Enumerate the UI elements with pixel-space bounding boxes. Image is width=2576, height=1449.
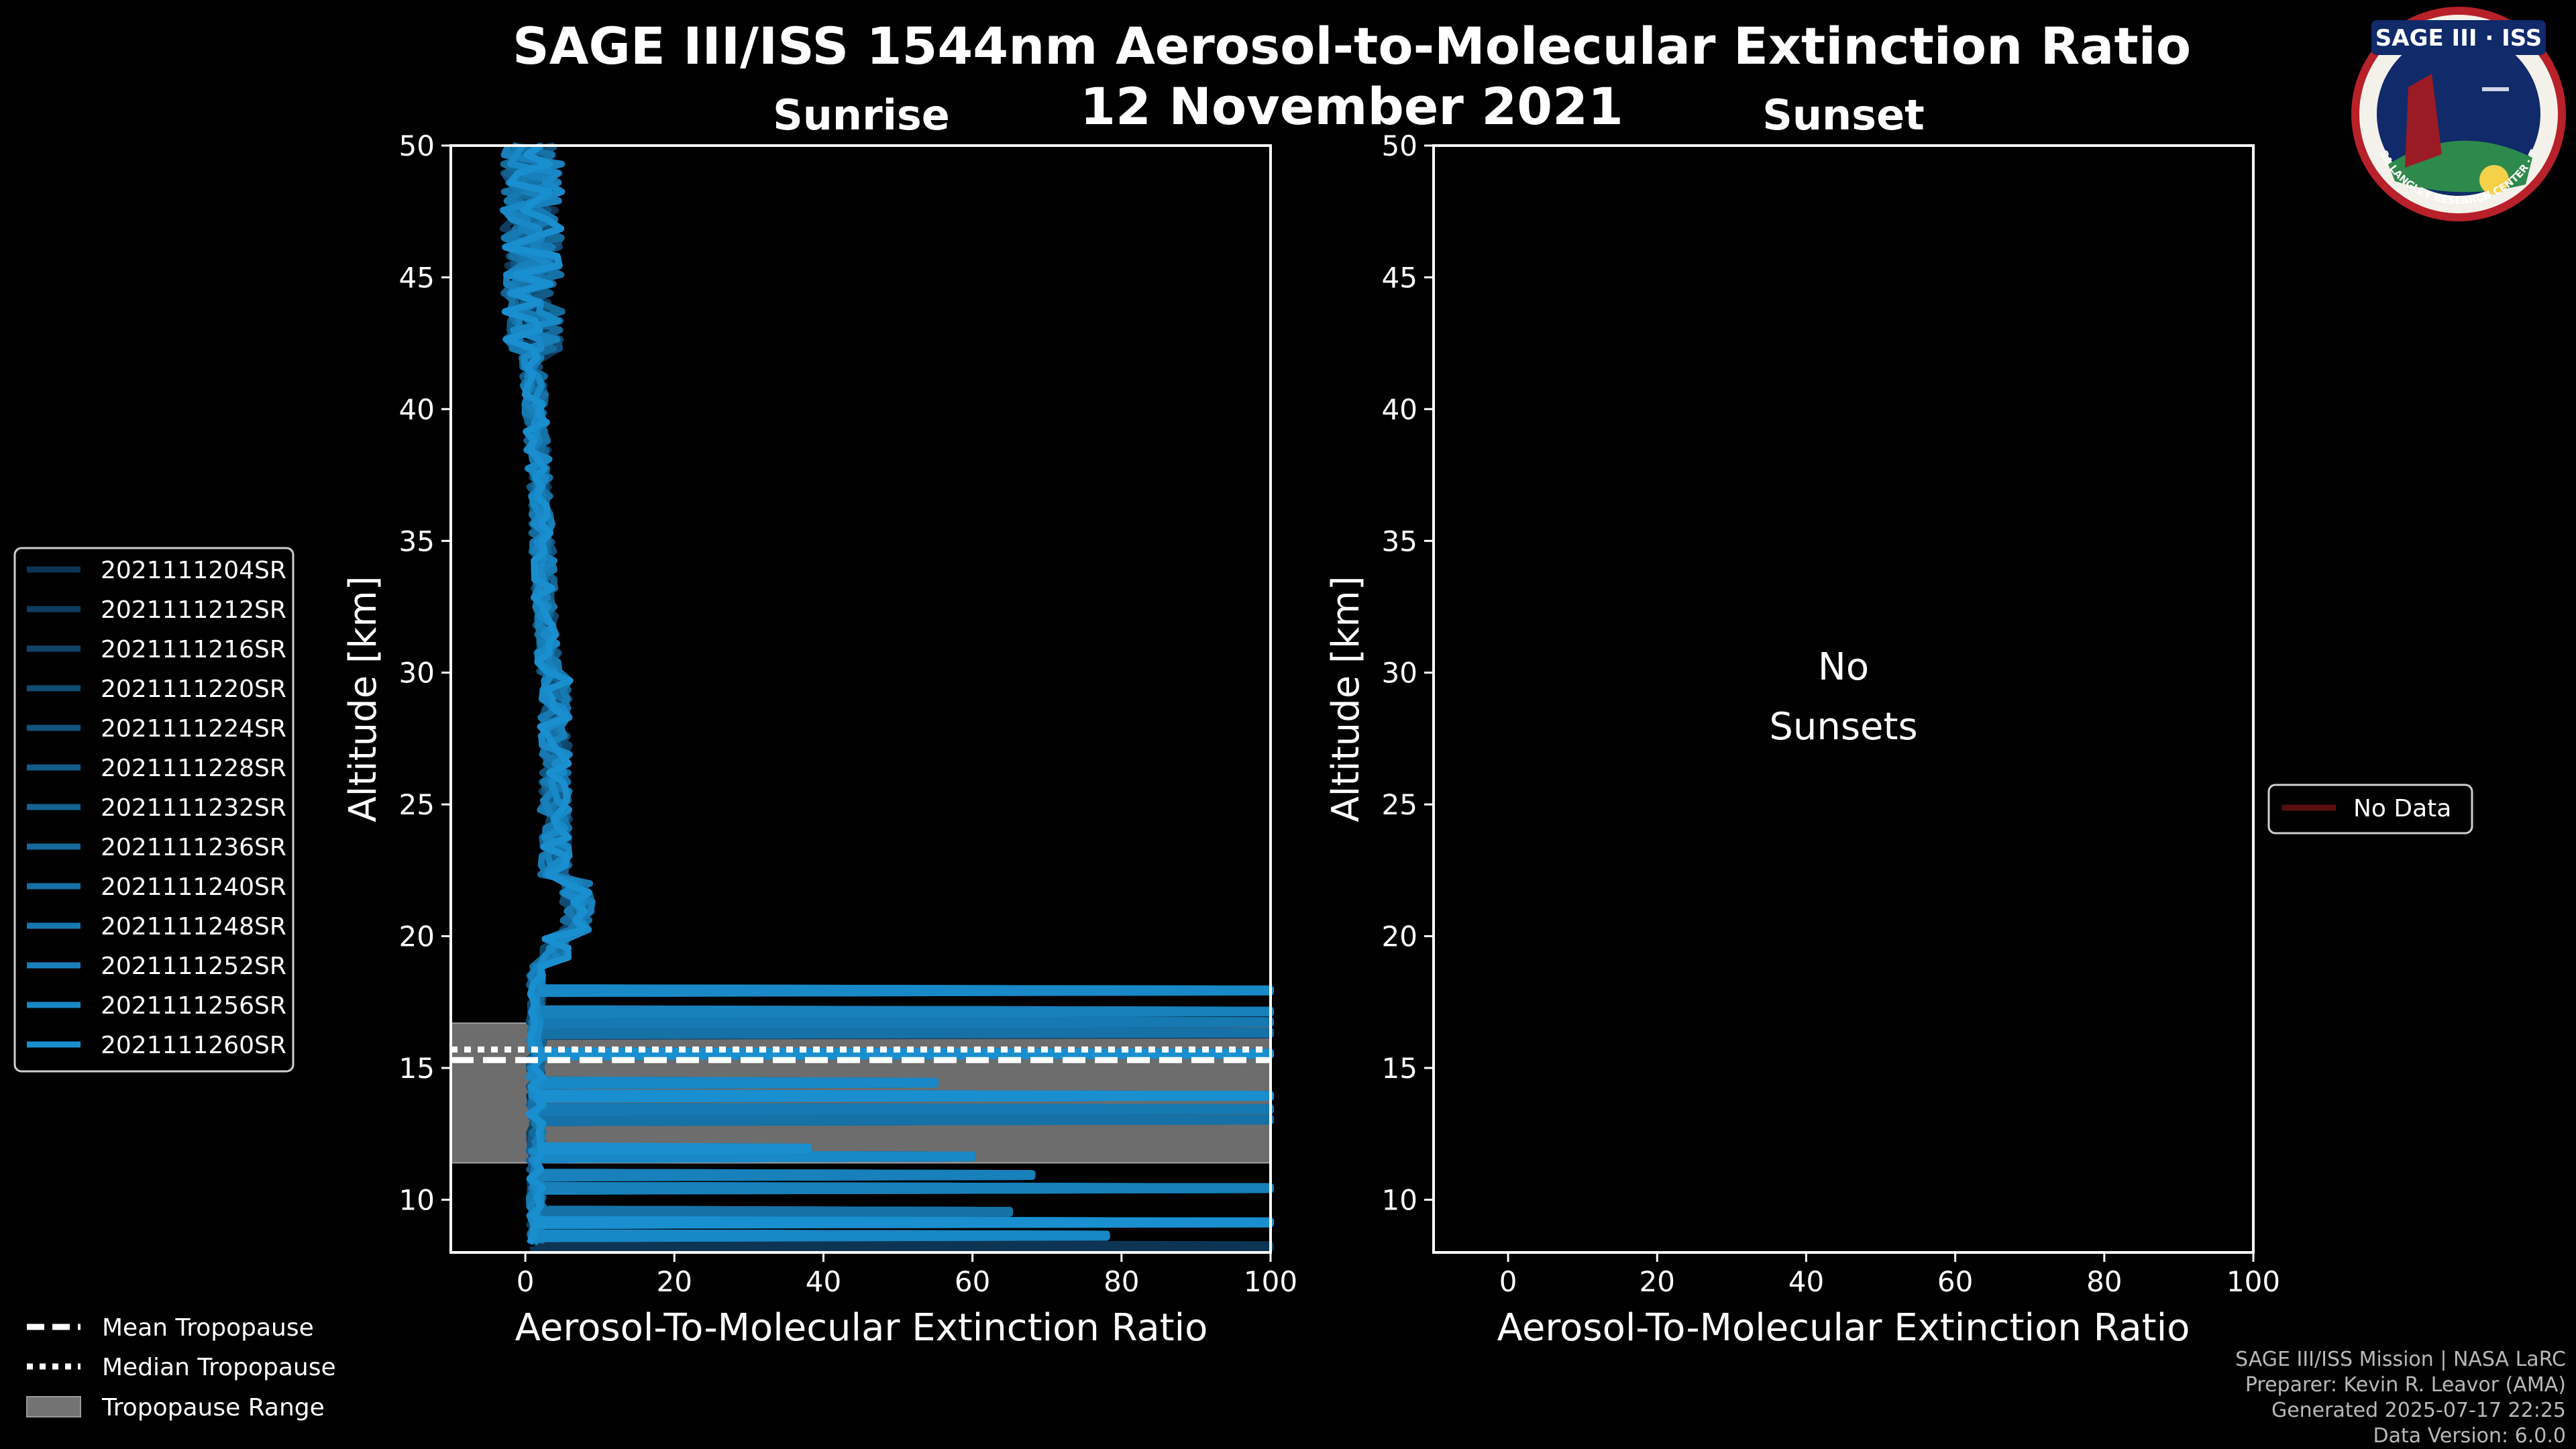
sunrise-y-tick-label: 15 xyxy=(399,1052,435,1085)
sunset-y-tick-label: 15 xyxy=(1382,1052,1417,1085)
sunset-legend-box xyxy=(2267,784,2473,835)
logo-sun xyxy=(2479,165,2509,195)
sunrise-y-tick-label: 10 xyxy=(399,1183,435,1216)
sunset-y-tick-label: 10 xyxy=(1382,1183,1417,1216)
sunset-legend: No Data xyxy=(2267,784,2473,835)
median-tropopause-label: Median Tropopause xyxy=(102,1354,336,1381)
sunrise-y-tick-label: 50 xyxy=(399,129,435,162)
sunset-y-tick-label: 30 xyxy=(1382,657,1417,690)
sunset-x-tick-label: 60 xyxy=(1937,1265,1973,1298)
no-data-label: No Data xyxy=(2353,795,2451,822)
sunrise-y-label: Altitude [km] xyxy=(341,576,385,822)
sunrise-legend: 2021111204SR 2021111212SR 2021111216SR 2021… xyxy=(13,547,294,1073)
sunrise-series xyxy=(499,142,1274,1254)
sunrise-y-ticks: 10 15 20 25 30 35 40 45 50 xyxy=(399,129,451,1216)
sunrise-x-label: Aerosol-To-Molecular Extinction Ratio xyxy=(515,1306,1208,1350)
sunset-y-tick-label: 20 xyxy=(1382,920,1417,953)
sunrise-y-tick-label: 40 xyxy=(399,393,435,426)
sunset-x-label: Aerosol-To-Molecular Extinction Ratio xyxy=(1497,1306,2190,1350)
sunrise-legend-items: 2021111204SR 2021111212SR 2021111216SR 2021… xyxy=(27,557,286,1059)
footer: SAGE III/ISS Mission | NASA LaRC Prepare… xyxy=(2235,1348,2566,1448)
legend-label-2021111240SR: 2021111240SR xyxy=(101,873,286,901)
sunset-y-tick-label: 25 xyxy=(1382,788,1417,821)
legend-label-2021111220SR: 2021111220SR xyxy=(101,676,286,703)
sunrise-y-tick-label: 45 xyxy=(399,261,435,294)
footer-line-1: SAGE III/ISS Mission | NASA LaRC xyxy=(2235,1348,2566,1371)
sunset-y-ticks: 10 15 20 25 30 35 40 45 50 xyxy=(1382,129,1434,1216)
sunset-panel-title: Sunset xyxy=(1762,91,1925,140)
sunset-panel: Sunset 10 15 20 25 30 35 40 45 50 0 20 40 60 80 100 N… xyxy=(1324,91,2280,1350)
tropopause-range-swatch xyxy=(26,1396,81,1417)
legend-label-2021111224SR: 2021111224SR xyxy=(101,715,286,743)
sunrise-x-tick-label: 0 xyxy=(517,1265,535,1298)
tropopause-lines xyxy=(451,1046,1271,1063)
sunset-y-label: Altitude [km] xyxy=(1324,576,1368,822)
sunrise-panel-title: Sunrise xyxy=(773,91,950,140)
tropopause-range-label: Tropopause Range xyxy=(101,1394,325,1421)
sunset-y-tick-label: 45 xyxy=(1382,261,1417,294)
sunset-y-tick-label: 50 xyxy=(1382,129,1417,162)
logo-figure xyxy=(2405,74,2442,168)
legend-label-2021111260SR: 2021111260SR xyxy=(101,1032,286,1059)
sunrise-y-tick-label: 25 xyxy=(399,788,435,821)
legend-label-2021111252SR: 2021111252SR xyxy=(101,953,286,980)
logo-station xyxy=(2482,87,2509,91)
legend-label-2021111216SR: 2021111216SR xyxy=(101,636,286,663)
sunset-x-ticks: 0 20 40 60 80 100 xyxy=(1499,1252,2280,1298)
legend-label-2021111212SR: 2021111212SR xyxy=(101,596,286,624)
sunrise-x-tick-label: 20 xyxy=(657,1265,692,1298)
no-sunsets-line-1: No xyxy=(1818,645,1869,689)
sunset-x-tick-label: 0 xyxy=(1499,1265,1517,1298)
sunset-x-tick-label: 40 xyxy=(1788,1265,1824,1298)
tropopause-legend: Mean Tropopause Median Tropopause Tropop… xyxy=(26,1314,336,1421)
sunrise-x-tick-label: 40 xyxy=(806,1265,841,1298)
sunrise-plot-frame xyxy=(449,144,1272,1254)
no-sunsets-line-2: Sunsets xyxy=(1769,705,1917,749)
legend-label-2021111248SR: 2021111248SR xyxy=(101,913,286,941)
legend-label-2021111228SR: 2021111228SR xyxy=(101,755,286,782)
sunset-plot-frame xyxy=(1432,144,2255,1254)
sunrise-y-tick-label: 30 xyxy=(399,657,435,690)
sunrise-y-tick-label: 20 xyxy=(399,920,435,953)
chart-title: SAGE III/ISS 1544nm Aerosol-to-Molecular… xyxy=(513,16,2191,76)
legend-label-2021111256SR: 2021111256SR xyxy=(101,992,286,1020)
sunset-y-tick-label: 35 xyxy=(1382,525,1417,557)
footer-line-2: Preparer: Kevin R. Leavor (AMA) xyxy=(2245,1373,2566,1397)
sunrise-y-tick-label: 35 xyxy=(399,525,435,557)
sunrise-x-tick-label: 80 xyxy=(1104,1265,1139,1298)
legend-label-2021111204SR: 2021111204SR xyxy=(101,557,286,584)
sunrise-x-tick-label: 100 xyxy=(1244,1265,1297,1298)
sunset-y-tick-label: 40 xyxy=(1382,393,1417,426)
legend-label-2021111232SR: 2021111232SR xyxy=(101,794,286,822)
sunrise-x-tick-label: 60 xyxy=(955,1265,990,1298)
sunset-x-tick-label: 100 xyxy=(2226,1265,2280,1298)
legend-label-2021111236SR: 2021111236SR xyxy=(101,834,286,861)
sunrise-x-ticks: 0 20 40 60 80 100 xyxy=(517,1252,1297,1298)
footer-line-4: Data Version: 6.0.0 xyxy=(2373,1424,2566,1448)
series-line-2021111260SR xyxy=(501,142,1274,1245)
sunset-x-tick-label: 80 xyxy=(2086,1265,2122,1298)
logo-text: SAGE III · ISS xyxy=(2375,25,2542,52)
footer-line-3: Generated 2025-07-17 22:25 xyxy=(2271,1399,2566,1422)
logo-banner xyxy=(2371,20,2546,55)
sunset-x-tick-label: 20 xyxy=(1640,1265,1675,1298)
chart-subtitle: 12 November 2021 xyxy=(1080,76,1623,136)
mean-tropopause-label: Mean Tropopause xyxy=(102,1314,314,1342)
sunrise-legend-box xyxy=(13,547,294,1073)
